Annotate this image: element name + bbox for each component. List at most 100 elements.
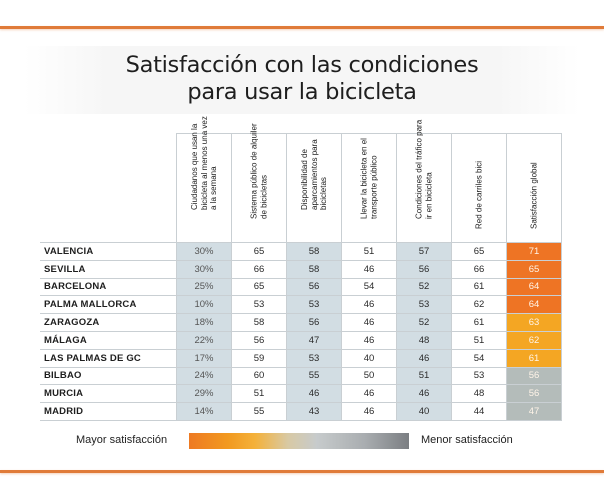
value-cell: 59 [231, 348, 287, 368]
bottom-accent-rule [0, 470, 604, 473]
value-cell: 50 [341, 366, 397, 386]
value-cell: 56 [231, 330, 287, 350]
chart-title-line-2: para usar la bicicleta [187, 79, 417, 105]
value-cell: 30% [176, 259, 232, 279]
value-cell: 30% [176, 242, 232, 261]
value-cell: 55 [231, 402, 287, 421]
header-corner [40, 134, 177, 243]
city-name: PALMA MALLORCA [40, 295, 177, 315]
global-satisfaction-cell: 63 [506, 313, 562, 332]
global-satisfaction-cell: 64 [506, 295, 562, 315]
value-cell: 58 [231, 313, 287, 332]
value-cell: 62 [451, 295, 507, 315]
value-cell: 17% [176, 348, 232, 368]
value-cell: 58 [286, 259, 342, 279]
legend-low-label: Menor satisfacción [421, 434, 513, 446]
column-header: Satisfacción global [506, 133, 562, 243]
value-cell: 53 [231, 295, 287, 315]
city-name: ZARAGOZA [40, 313, 177, 332]
value-cell: 56 [396, 259, 452, 279]
column-header: Disponibilidad de aparcamientos para bic… [286, 133, 342, 243]
value-cell: 46 [396, 384, 452, 404]
column-header-label: Satisfacción global [529, 161, 539, 229]
value-cell: 40 [341, 348, 397, 368]
value-cell: 46 [341, 384, 397, 404]
city-name: MURCIA [40, 384, 177, 404]
value-cell: 29% [176, 384, 232, 404]
table-row: VALENCIA 30% 65 58 51 57 65 71 [40, 242, 562, 261]
value-cell: 44 [451, 402, 507, 421]
table-row: BILBAO 24% 60 55 50 51 53 56 [40, 366, 562, 386]
column-header-label: Disponibilidad de aparcamientos para bic… [299, 138, 328, 210]
value-cell: 51 [231, 384, 287, 404]
value-cell: 48 [396, 330, 452, 350]
value-cell: 51 [341, 242, 397, 261]
value-cell: 46 [286, 384, 342, 404]
city-name: SEVILLA [40, 259, 177, 279]
value-cell: 51 [451, 330, 507, 350]
value-cell: 46 [341, 259, 397, 279]
title-band [24, 46, 580, 114]
value-cell: 65 [451, 242, 507, 261]
city-name: VALENCIA [40, 242, 177, 261]
value-cell: 56 [286, 277, 342, 297]
value-cell: 52 [396, 277, 452, 297]
value-cell: 54 [451, 348, 507, 368]
column-header-label: Sistema público de alquiler de bicicleta… [249, 123, 269, 219]
value-cell: 46 [341, 295, 397, 315]
value-cell: 10% [176, 295, 232, 315]
value-cell: 58 [286, 242, 342, 261]
value-cell: 66 [231, 259, 287, 279]
value-cell: 40 [396, 402, 452, 421]
value-cell: 46 [396, 348, 452, 368]
chart-title: Satisfacción con las condiciones para us… [0, 52, 604, 106]
value-cell: 52 [396, 313, 452, 332]
value-cell: 65 [231, 277, 287, 297]
value-cell: 24% [176, 366, 232, 386]
satisfaction-table: Ciudadanos que usan la bicicleta al meno… [40, 116, 562, 421]
legend-gradient-bar [189, 433, 409, 449]
value-cell: 57 [396, 242, 452, 261]
table-row: MURCIA 29% 51 46 46 46 48 56 [40, 384, 562, 404]
value-cell: 14% [176, 402, 232, 421]
column-header-label: Red de carriles bici [474, 160, 484, 229]
table-row: MADRID 14% 55 43 46 40 44 47 [40, 402, 562, 421]
header-row: Ciudadanos que usan la bicicleta al meno… [40, 116, 562, 243]
city-name: MÁLAGA [40, 330, 177, 350]
value-cell: 60 [231, 366, 287, 386]
column-header: Red de carriles bici [451, 133, 507, 243]
table-row: SEVILLA 30% 66 58 46 56 66 65 [40, 259, 562, 279]
column-header-label: Condiciones del tráfico para ir en bicic… [414, 119, 434, 219]
value-cell: 53 [286, 295, 342, 315]
column-header: Llevar la bicicleta en el transporte púb… [341, 133, 397, 243]
value-cell: 46 [341, 313, 397, 332]
global-satisfaction-cell: 62 [506, 330, 562, 350]
table-row: LAS PALMAS DE GC 17% 59 53 40 46 54 61 [40, 348, 562, 368]
legend-high-label: Mayor satisfacción [76, 434, 168, 446]
color-legend: Mayor satisfacción Menor satisfacción [0, 430, 604, 454]
column-header: Ciudadanos que usan la bicicleta al meno… [176, 116, 232, 243]
value-cell: 46 [341, 402, 397, 421]
global-satisfaction-cell: 56 [506, 384, 562, 404]
value-cell: 55 [286, 366, 342, 386]
table-row: PALMA MALLORCA 10% 53 53 46 53 62 64 [40, 295, 562, 315]
table-row: ZARAGOZA 18% 58 56 46 52 61 63 [40, 313, 562, 332]
value-cell: 66 [451, 259, 507, 279]
global-satisfaction-cell: 71 [506, 242, 562, 261]
global-satisfaction-cell: 64 [506, 277, 562, 297]
value-cell: 18% [176, 313, 232, 332]
table-row: BARCELONA 25% 65 56 54 52 61 64 [40, 277, 562, 297]
column-header: Condiciones del tráfico para ir en bicic… [396, 120, 452, 243]
value-cell: 65 [231, 242, 287, 261]
value-cell: 43 [286, 402, 342, 421]
value-cell: 54 [341, 277, 397, 297]
city-name: LAS PALMAS DE GC [40, 348, 177, 368]
column-header: Sistema público de alquiler de bicicleta… [231, 123, 287, 243]
city-name: MADRID [40, 402, 177, 421]
value-cell: 61 [451, 313, 507, 332]
table-row: MÁLAGA 22% 56 47 46 48 51 62 [40, 330, 562, 350]
value-cell: 53 [396, 295, 452, 315]
global-satisfaction-cell: 61 [506, 348, 562, 368]
value-cell: 56 [286, 313, 342, 332]
global-satisfaction-cell: 65 [506, 259, 562, 279]
